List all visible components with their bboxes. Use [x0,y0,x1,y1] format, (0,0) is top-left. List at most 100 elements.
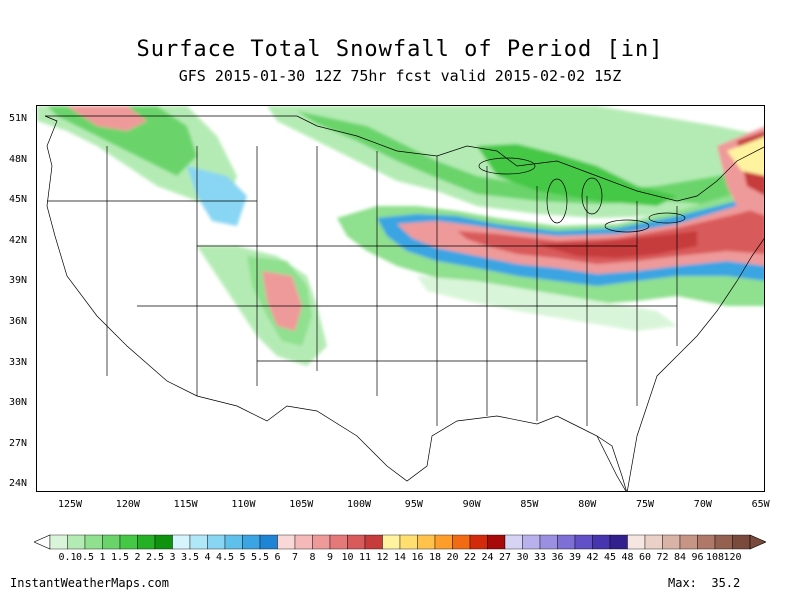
colorbar-swatch [137,534,156,550]
colorbar-swatch [49,534,68,550]
colorbar-tick-label: 5 [239,552,246,563]
map-canvas [37,106,764,491]
colorbar-swatch [154,534,173,550]
colorbar-tick-label: 6 [274,552,281,563]
longitude-tick-label: 110W [231,499,256,510]
colorbar-swatch [504,534,523,550]
colorbar-tick-label: 0.5 [75,552,95,563]
colorbar-swatch [312,534,331,550]
colorbar-swatch [364,534,383,550]
latitude-tick-label: 30N [9,397,28,409]
colorbar-swatch [84,534,103,550]
colorbar-tick-label: 18 [428,552,442,563]
colorbar-tick-label: 24 [481,552,494,563]
longitude-tick-label: 120W [115,499,140,510]
snowfall-map [36,105,765,492]
colorbar-tick-label: 7 [291,552,299,563]
colorbar-tick-label: 3.5 [180,552,200,563]
colorbar-swatch [662,534,681,550]
longitude-tick-label: 65W [751,499,770,510]
colorbar-tick-label: 48 [621,552,634,563]
colorbar-swatch [732,534,751,550]
colorbar-swatch [592,534,611,550]
colorbar-swatch [627,534,646,550]
colorbar-swatch [557,534,576,550]
colorbar-tick-label: 22 [463,552,477,563]
colorbar-tick-label: 42 [586,552,599,563]
colorbar-swatch [259,534,278,550]
colorbar-tick-label: 84 [673,552,687,563]
colorbar-swatch [522,534,541,550]
colorbar-tick-label: 45 [603,552,617,563]
colorbar-min-arrow [34,534,51,550]
colorbar-swatch [102,534,121,550]
max-label: Max: [668,576,697,590]
colorbar-swatch [67,534,86,550]
colorbar-swatch [487,534,506,550]
colorbar-swatch [644,534,663,550]
latitude-tick-label: 24N [9,478,28,490]
longitude-tick-label: 125W [58,499,83,510]
colorbar-swatch [189,534,208,550]
colorbar-tick-label: 5.5 [250,552,270,563]
latitude-tick-label: 45N [9,194,28,206]
colorbar-tick-label: 1 [99,552,106,563]
colorbar-tick-label: 27 [498,552,512,563]
colorbar-tick-label: 120 [723,552,742,563]
colorbar-swatch [539,534,558,550]
colorbar-max-arrow [749,534,766,550]
colorbar-swatch [714,534,733,550]
colorbar-swatch [697,534,716,550]
longitude-tick-label: 90W [462,499,481,510]
max-value-readout: Max: 35.2 [668,576,740,590]
colorbar-swatch [277,534,296,550]
colorbar-tick-label: 96 [691,552,704,563]
colorbar-tick-label: 60 [638,552,652,563]
latitude-tick-label: 48N [9,153,28,165]
colorbar-tick-label: 8 [309,552,316,563]
longitude-tick-label: 115W [173,499,198,510]
colorbar-tick-label: 2.5 [145,552,165,563]
colorbar-tick-label: 39 [568,552,582,563]
colorbar-tick-label: 4.5 [215,552,235,563]
map-subtitle: GFS 2015-01-30 12Z 75hr fcst valid 2015-… [178,67,622,85]
colorbar-tick-label: 36 [551,552,564,563]
colorbar-swatch [609,534,628,550]
colorbar-swatch [207,534,226,550]
longitude-tick-label: 95W [404,499,423,510]
longitude-tick-label: 75W [636,499,655,510]
colorbar-tick-label: 33 [533,552,547,563]
longitude-tick-label: 100W [347,499,372,510]
colorbar-tick-label: 72 [656,552,669,563]
colorbar-tick-label: 10 [341,552,354,563]
colorbar-swatch [399,534,418,550]
colorbar-swatch [329,534,348,550]
latitude-tick-label: 27N [9,437,28,449]
colorbar-tick-label: 2 [134,552,141,563]
colorbar-tick-label: 0.1 [58,552,77,563]
colorbar-tick-label: 9 [326,552,334,563]
colorbar-swatch [574,534,593,550]
colorbar-tick-label: 1.5 [110,552,130,563]
latitude-tick-label: 36N [9,316,28,327]
colorbar-swatch [452,534,471,550]
colorbar-tick-label: 14 [393,552,407,563]
colorbar-tick-label: 30 [516,552,529,563]
colorbar-swatch [119,534,138,550]
snowfall-colorbar [34,534,766,550]
colorbar-tick-label: 108 [705,552,725,563]
colorbar-swatch [172,534,191,550]
latitude-tick-label: 39N [9,275,28,287]
longitude-tick-label: 105W [289,499,314,510]
colorbar-tick-label: 4 [204,552,211,563]
map-outlines [44,115,764,491]
snowfall-shading [37,106,764,366]
colorbar-swatch [417,534,436,550]
colorbar-swatch [347,534,366,550]
max-value: 35.2 [711,576,741,590]
colorbar-swatch [382,534,401,550]
latitude-tick-label: 33N [9,356,28,368]
latitude-tick-label: 42N [9,234,28,246]
latitude-tick-label: 51N [9,113,28,124]
longitude-tick-label: 85W [520,499,539,510]
